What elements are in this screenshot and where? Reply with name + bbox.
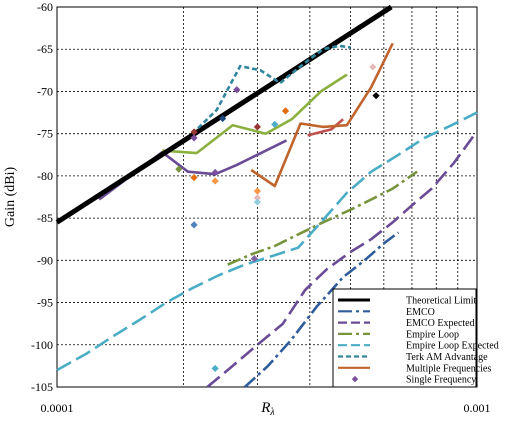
y-tick-label: -95: [37, 296, 53, 310]
y-tick-label: -85: [37, 211, 53, 225]
single-frequency-marker: [253, 198, 261, 206]
multiple-frequencies-line: [250, 42, 394, 188]
terk-am-advantage-line: [191, 44, 351, 135]
legend-label: EMCO Expected: [406, 318, 475, 329]
legend-label: EMCO: [406, 307, 435, 318]
single-frequency-marker: [271, 120, 279, 128]
single-frequency-marker: [233, 86, 241, 94]
single-frequency-markers: [175, 63, 380, 373]
single-frequency-marker: [250, 255, 258, 263]
legend-label: Empire Loop: [406, 329, 459, 340]
x-tick-label: 0.0001: [41, 401, 74, 415]
measured-line: [307, 118, 344, 137]
single-frequency-marker: [211, 177, 219, 185]
y-tick-label: -65: [37, 42, 53, 56]
legend-label: Theoretical Limit: [406, 296, 476, 307]
measured-line: [162, 73, 348, 155]
y-tick-label: -100: [31, 338, 53, 352]
single-frequency-marker: [190, 128, 198, 136]
legend-label: Single Frequency: [406, 375, 476, 386]
legend-label: Empire Loop Expected: [406, 341, 499, 352]
y-axis-label: Gain (dBi): [3, 167, 18, 228]
single-frequency-marker: [253, 194, 261, 202]
single-frequency-marker: [211, 364, 219, 373]
single-frequency-marker: [281, 107, 290, 115]
single-frequency-marker: [211, 168, 219, 177]
single-frequency-marker: [372, 92, 380, 100]
x-tick-labels: 0.0001 0.001: [41, 401, 491, 415]
y-tick-label: -75: [37, 127, 53, 141]
y-tick-labels: -60 -65 -70 -75 -80 -85 -90 -95 -100 -105: [31, 0, 53, 394]
legend-box: [332, 288, 477, 388]
emco-line: [243, 231, 400, 388]
legend-swatch: [351, 375, 359, 383]
single-frequency-marker: [190, 134, 198, 142]
legend-label: Terk AM Advantage: [406, 352, 488, 363]
legend-label: Multiple Frequencies: [406, 363, 491, 374]
single-frequency-marker: [253, 123, 261, 131]
y-tick-label: -80: [37, 169, 53, 183]
plot-frame: [56, 6, 478, 388]
single-frequency-marker: [219, 114, 227, 123]
empire-loop-line: [227, 170, 418, 266]
single-frequency-marker: [253, 187, 261, 195]
theoretical-limit-line: [55, 4, 393, 225]
y-tick-label: -60: [37, 0, 53, 14]
single-frequency-marker: [175, 165, 183, 173]
x-axis-label: Rλ: [260, 400, 275, 418]
single-frequency-marker: [190, 173, 198, 182]
single-frequency-marker: [190, 221, 198, 229]
single-frequency-marker: [369, 63, 377, 71]
y-tick-label: -90: [37, 253, 53, 267]
x-tick-label: 0.001: [464, 401, 491, 415]
empire-loop-expected-line: [56, 111, 478, 372]
emco-expected-line: [206, 132, 477, 388]
y-tick-label: -105: [31, 380, 53, 394]
series-lines: [55, 4, 478, 388]
y-tick-label: -70: [37, 84, 53, 98]
